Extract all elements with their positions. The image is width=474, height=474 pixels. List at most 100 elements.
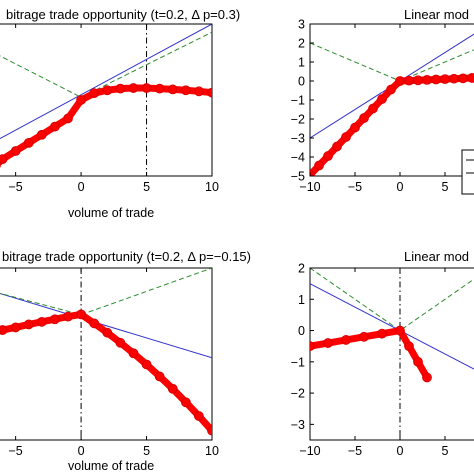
y-tick-label: −3 [291,132,305,146]
series-point-red [395,325,405,336]
x-axis-label: volume of trade [68,459,154,473]
series-line-red [0,310,212,435]
series-point-red [167,84,178,95]
x-tick-label: 5 [143,444,150,458]
series-point-red [128,348,139,359]
y-tick-label: −2 [291,113,305,127]
series-point-red [36,129,47,140]
series-point-red [36,316,47,327]
x-axis-label: volume of trade [68,206,154,220]
series-point-red [102,85,113,96]
chart-title: bitrage trade opportunity (t=0.2, Δ p=−0… [2,249,251,264]
series-line-red [310,327,431,381]
y-tick-label: 1 [298,293,305,307]
y-tick-label: −2 [291,387,305,401]
panel-1: −5 0 5 10 bitrage trade opportunity (t=0.2, … [0,7,240,220]
x-tick-label: −5 [348,444,362,458]
series-line-blue [0,24,212,140]
plot-area [0,268,212,440]
series-line-green-dashed [310,268,474,332]
y-tick-label: −1 [291,355,305,369]
series-point-red [368,103,378,114]
series-point-red [50,314,60,325]
series-point-red [323,151,333,161]
y-tick-label: −4 [291,151,305,165]
x-tick-label: 0 [78,180,85,194]
x-tick-label: −10 [299,180,320,194]
series-point-red [386,84,396,95]
axes-frame [0,267,213,441]
x-tick-label: −5 [348,180,362,194]
series-point-red [310,341,315,352]
series-point-red [63,113,73,124]
series-point-red [207,87,212,98]
y-tick-label: 2 [298,37,305,51]
series-point-red [63,311,73,322]
chart-title: bitrage trade opportunity (t=0.2, Δ p=0.… [6,7,240,22]
series-point-red [167,383,178,394]
series-point-red [359,113,369,123]
series-point-red [194,86,204,97]
series-point-red [314,160,324,171]
chart-title: Linear mod [404,7,469,22]
y-tick-label: 0 [298,324,305,338]
series-point-red [115,337,126,348]
series-point-red [310,170,315,176]
series-point-red [10,322,21,333]
series-line-green-dashed [0,268,212,316]
series-point-red [467,73,474,83]
series-point-red [76,309,86,320]
y-tick-label: −3 [291,418,305,432]
x-tick-label: 10 [205,444,219,458]
series-point-red [115,83,126,94]
series-point-red [89,88,100,99]
panel-3: −5 0 5 10 bitrage trade opportunity (t=0.2, … [0,249,251,473]
series-point-red [180,397,191,408]
series-point-red [377,328,387,339]
series-point-red [89,318,100,329]
series-point-red [359,331,369,342]
x-tick-label: 5 [442,180,449,194]
series-point-red [50,121,60,132]
plot-area [310,33,474,176]
series-line-blue [0,292,212,359]
series-point-red [102,327,113,338]
x-tick-label: 0 [397,444,404,458]
x-tick-label: −5 [9,444,23,458]
x-tick-label: 0 [397,180,404,194]
x-tick-label: −10 [299,444,320,458]
series-point-red [341,132,351,142]
series-point-red [76,95,86,105]
series-point-red [154,83,165,94]
series-point-red [141,83,152,93]
series-point-red [377,94,387,104]
series-point-red [323,338,333,348]
plot-area [0,24,212,176]
y-tick-label: 2 [298,262,305,276]
y-tick-label: 3 [298,18,305,32]
series-point-red [350,122,360,133]
y-tick-label: 1 [298,56,305,70]
legend-box [461,149,474,195]
series-point-red [141,359,152,370]
series-point-red [332,141,342,152]
y-tick-label: 0 [298,75,305,89]
series-point-red [154,371,165,382]
chart-title: Linear mod [404,249,469,264]
series-line-green-dashed [0,31,212,98]
series-point-red [23,137,34,148]
series-point-red [23,319,34,330]
series-point-red [194,411,204,421]
series-point-red [422,372,432,383]
series-point-red [404,341,414,352]
x-tick-label: −5 [9,180,23,194]
y-tick-label: −1 [291,94,305,108]
series-point-red [10,146,21,156]
y-tick-label: −5 [291,170,305,184]
series-line-red [0,84,212,167]
series-point-red [207,425,212,436]
series-point-red [180,85,191,96]
